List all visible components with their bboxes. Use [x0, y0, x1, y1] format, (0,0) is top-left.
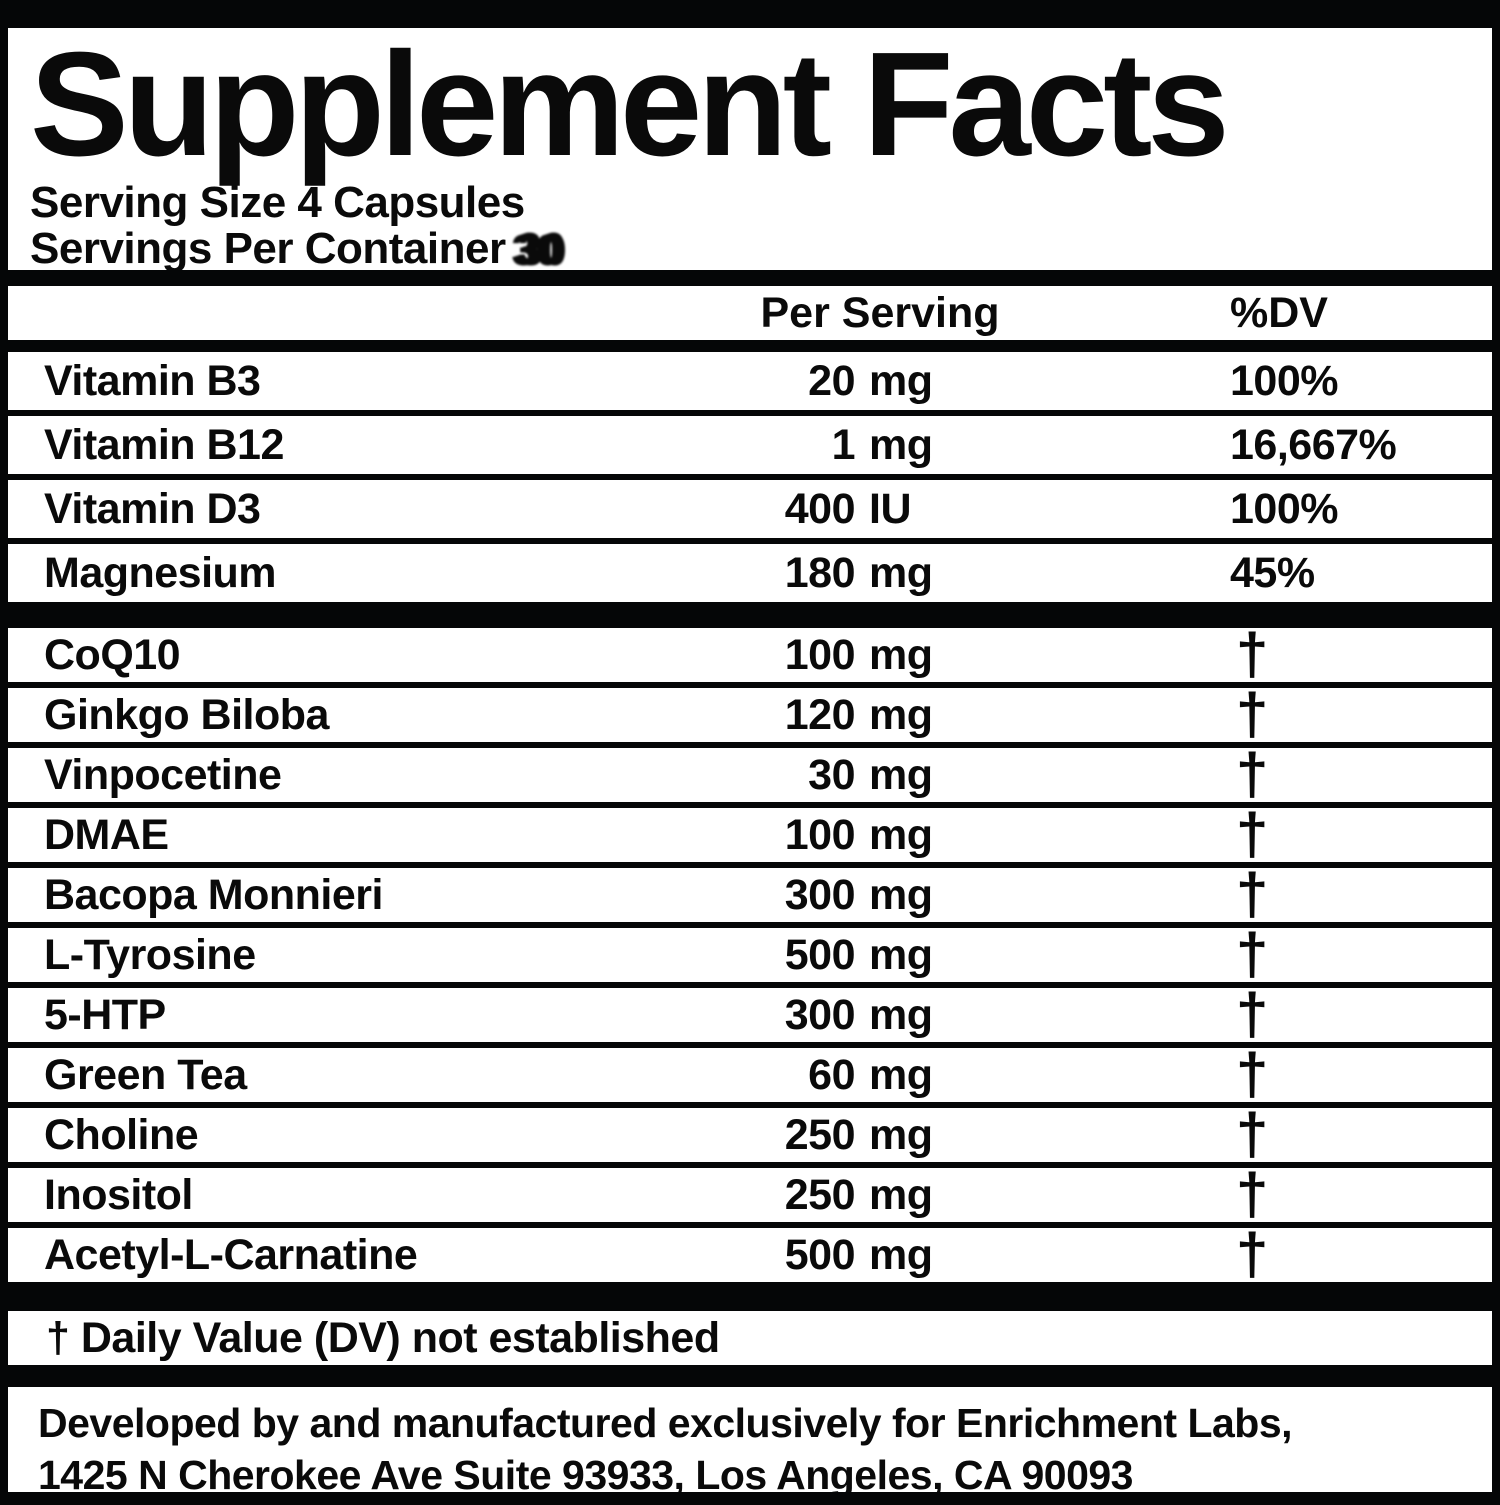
dv-value: †	[1236, 1221, 1268, 1287]
table-row: CoQ10 100 mg †	[8, 621, 1492, 687]
table-row: Vinpocetine 30 mg †	[8, 741, 1492, 807]
divider-thick	[8, 1365, 1492, 1387]
amount-unit: mg	[869, 420, 933, 469]
table-row: Acetyl-L-Carnatine 500 mg †	[8, 1221, 1492, 1287]
ingredient-name: L-Tyrosine	[44, 930, 256, 979]
amount-value: 30	[808, 750, 855, 799]
ingredient-name: Vitamin B12	[44, 420, 284, 469]
ingredient-name: Inositol	[44, 1170, 193, 1219]
ingredient-name: Vitamin B3	[44, 356, 261, 405]
table-row: L-Tyrosine 500 mg †	[8, 921, 1492, 987]
dv-value: 100%	[1230, 484, 1338, 533]
ingredient-name: Bacopa Monnieri	[44, 870, 383, 919]
manufacturer-info: Developed by and manufactured exclusivel…	[8, 1387, 1492, 1492]
amount-value: 500	[784, 930, 856, 979]
amount-unit: mg	[869, 1230, 933, 1279]
amount-unit: mg	[869, 930, 933, 979]
dv-value: †	[1236, 741, 1268, 807]
table-row: Magnesium 180 mg 45%	[8, 544, 1492, 602]
botanicals-section: CoQ10 100 mg † Ginkgo Biloba 120 mg † Vi…	[8, 621, 1492, 1287]
table-row: Vitamin B12 1 mg 16,667%	[8, 416, 1492, 474]
amount-value: 1	[831, 420, 856, 469]
ingredient-name: CoQ10	[44, 630, 181, 679]
amount-unit: mg	[869, 548, 933, 597]
dv-value: †	[1236, 921, 1268, 987]
dv-value: 100%	[1230, 356, 1338, 405]
ingredient-name: Magnesium	[44, 548, 277, 597]
table-row: 5-HTP 300 mg †	[8, 981, 1492, 1047]
ingredient-name: Ginkgo Biloba	[44, 690, 329, 739]
amount-value: 120	[784, 690, 856, 739]
dv-value: †	[1236, 1041, 1268, 1107]
amount-unit: mg	[869, 630, 933, 679]
amount-unit: mg	[869, 1050, 933, 1099]
ingredient-name: Green Tea	[44, 1050, 247, 1099]
table-row: DMAE 100 mg †	[8, 801, 1492, 867]
amount-unit: mg	[869, 1110, 933, 1159]
label-header: Supplement Facts Serving Size 4 Capsules…	[8, 28, 1492, 270]
table-row: Ginkgo Biloba 120 mg †	[8, 681, 1492, 747]
amount-unit: mg	[869, 870, 933, 919]
servings-per-container-value: 30	[517, 224, 566, 271]
supplement-facts-title: Supplement Facts	[30, 28, 1230, 187]
divider-thick	[8, 602, 1492, 628]
dv-value: 45%	[1230, 548, 1315, 597]
amount-unit: mg	[869, 990, 933, 1039]
amount-unit: IU	[869, 484, 912, 533]
amount-value: 300	[784, 870, 856, 919]
divider-thick	[8, 1282, 1492, 1311]
amount-value: 60	[808, 1050, 855, 1099]
ingredient-name: Choline	[44, 1110, 199, 1159]
amount-value: 20	[808, 356, 855, 405]
ingredient-name: Vinpocetine	[44, 750, 282, 799]
amount-value: 250	[784, 1110, 856, 1159]
dv-value: †	[1236, 861, 1268, 927]
table-row: Bacopa Monnieri 300 mg †	[8, 861, 1492, 927]
amount-value: 100	[784, 810, 856, 859]
ingredient-name: 5-HTP	[44, 990, 166, 1039]
table-row: Inositol 250 mg †	[8, 1161, 1492, 1227]
manufacturer-line-2: 1425 N Cherokee Ave Suite 93933, Los Ang…	[38, 1452, 1133, 1492]
dv-value: †	[1236, 621, 1268, 687]
table-row: Vitamin D3 400 IU 100%	[8, 480, 1492, 538]
dv-value: †	[1236, 801, 1268, 867]
column-header-per-serving: Per Serving	[760, 289, 1000, 337]
amount-value: 400	[784, 484, 856, 533]
amount-unit: mg	[869, 1170, 933, 1219]
servings-per-container-label: Servings Per Container	[30, 224, 506, 271]
vitamins-section: Vitamin B3 20 mg 100% Vitamin B12 1 mg 1…	[8, 352, 1492, 602]
divider-thick	[8, 270, 1492, 286]
amount-unit: mg	[869, 810, 933, 859]
servings-per-container-line: Servings Per Container 30	[30, 224, 1472, 271]
amount-unit: mg	[869, 750, 933, 799]
dv-value: 16,667%	[1230, 420, 1397, 469]
amount-value: 300	[784, 990, 856, 1039]
amount-value: 250	[784, 1170, 856, 1219]
amount-value: 180	[784, 548, 856, 597]
table-row: Choline 250 mg †	[8, 1101, 1492, 1167]
manufacturer-line-1: Developed by and manufactured exclusivel…	[38, 1400, 1293, 1446]
amount-value: 500	[784, 1230, 856, 1279]
table-column-headers: Per Serving %DV	[8, 286, 1492, 340]
serving-size-line: Serving Size 4 Capsules	[30, 178, 525, 227]
table-row: Vitamin B3 20 mg 100%	[8, 352, 1492, 410]
ingredient-name: DMAE	[44, 810, 169, 859]
ingredient-name: Vitamin D3	[44, 484, 261, 533]
amount-unit: mg	[869, 356, 933, 405]
divider-medium	[8, 340, 1492, 352]
dv-value: †	[1236, 681, 1268, 747]
dv-value: †	[1236, 1161, 1268, 1227]
dv-value: †	[1236, 981, 1268, 1047]
column-header-dv: %DV	[1230, 289, 1328, 337]
amount-value: 100	[784, 630, 856, 679]
table-row: Green Tea 60 mg †	[8, 1041, 1492, 1107]
dv-value: †	[1236, 1101, 1268, 1167]
dv-footnote: † Daily Value (DV) not established	[8, 1311, 1492, 1365]
ingredient-name: Acetyl-L-Carnatine	[44, 1230, 418, 1279]
amount-unit: mg	[869, 690, 933, 739]
